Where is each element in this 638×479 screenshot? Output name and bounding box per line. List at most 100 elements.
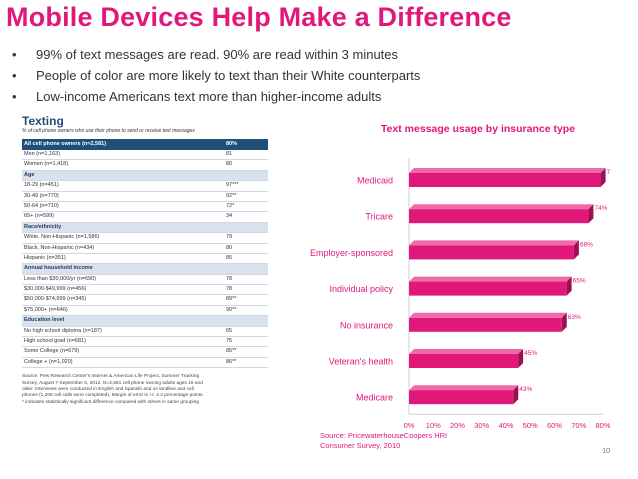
table-section-row: Age (22, 170, 268, 182)
x-tick-label: 30% (474, 421, 489, 430)
table-row: $50,000-$74,999 (n=345) 89** (22, 295, 268, 306)
table-row: Less than $30,000/yr (n=690) 78 (22, 275, 268, 286)
texting-table: Texting % of cell phone owners who use t… (22, 114, 268, 406)
data-label: 79% (607, 169, 610, 176)
bar (409, 173, 601, 187)
table-cell-value: 78 (226, 286, 233, 293)
bullet-icon: • (12, 89, 17, 104)
table-cell-value: 81 (226, 151, 233, 157)
table-cell-value: 80% (226, 141, 238, 147)
bar-top-face (409, 168, 606, 173)
bar-top-face (409, 349, 524, 354)
table-notes: Source: Pew Research Center's Internet &… (22, 374, 204, 405)
table-header-row: All cell phone owners (n=2,581) 80% (22, 139, 268, 150)
category-label: Tricare (365, 212, 393, 222)
table-subtitle: % of cell phone owners who use their pho… (22, 128, 195, 134)
x-tick-label: 0% (404, 421, 415, 430)
table-cell-label: $75,000+ (n=646) (24, 306, 68, 313)
bullet-text: 99% of text messages are read. 90% are r… (36, 47, 399, 62)
chart-title: Text message usage by insurance type (380, 123, 576, 135)
table-row: Men (n=1,163) 81 (22, 150, 268, 161)
table-cell-label: 65+ (n=599) (24, 213, 54, 220)
data-label: 68% (580, 241, 593, 248)
table-cell-label: Men (n=1,163) (24, 151, 60, 157)
bar (409, 317, 562, 332)
table-cell-value: 86** (226, 358, 237, 365)
bullet-text: Low-income Americans text more than high… (36, 89, 382, 104)
table-cell-label: Some College (n=679) (24, 348, 80, 355)
table-cell-value: 34 (226, 213, 233, 220)
bar-top-face (409, 240, 579, 246)
table-row: 30-49 (n=770) 92** (22, 192, 268, 202)
bar (409, 245, 574, 260)
table-row: $30,000-$49,999 (n=456) 78 (22, 285, 268, 296)
bar-side-face (518, 349, 524, 368)
category-label: Medicare (356, 393, 393, 403)
table-cell-label: All cell phone owners (n=2,581) (24, 141, 107, 147)
table-cell-value: 65 (226, 327, 233, 334)
table-cell-value: 85** (226, 348, 237, 355)
table-cell-label: No high school diploma (n=187) (24, 327, 102, 334)
bar-side-face (600, 168, 606, 187)
table-cell-value: 80 (226, 244, 233, 251)
table-cell-value: 80 (226, 161, 233, 168)
x-tick-label: 60% (547, 421, 562, 430)
table-cell-label: Annual household income (24, 265, 93, 272)
table-row: College + (n=1,020) 86** (22, 358, 268, 369)
table-cell-label: Less than $30,000/yr (n=690) (24, 275, 97, 282)
table-row: Hispanic (n=351) 85 (22, 254, 268, 265)
table-row: White, Non-Hispanic (n=1,586) 79 (22, 233, 268, 244)
bar (409, 209, 589, 224)
table-cell-value (226, 264, 266, 273)
table-row: 65+ (n=599) 34 (22, 212, 268, 223)
x-tick-label: 70% (571, 421, 586, 430)
table-cell-value: 75 (226, 338, 233, 345)
category-label: Medicaid (357, 176, 393, 186)
table-row: No high school diploma (n=187) 65 (22, 327, 268, 338)
category-label: No insurance (340, 320, 393, 330)
bullet-item: • People of color are more likely to text… (12, 65, 420, 86)
table-section-row: Race/ethnicity (22, 222, 268, 234)
slide-title: Mobile Devices Help Make a Difference (6, 2, 512, 32)
table-row: High school grad (n=681) 75 (22, 337, 268, 348)
x-tick-label: 20% (450, 421, 465, 430)
insurance-bar-chart: Medicaid 79% Tricare 74% Employer-sponsored 6… (310, 158, 610, 430)
bullet-item: • 99% of text messages are read. 90% are … (12, 44, 420, 65)
bullet-icon: • (12, 47, 17, 62)
table-title: Texting (22, 114, 64, 128)
category-label: Employer-sponsored (310, 248, 393, 258)
x-tick-label: 40% (498, 421, 513, 430)
table-row: 50-64 (n=710) 72* (22, 202, 268, 213)
table-cell-value: 97*** (226, 182, 239, 189)
table-cell-value: 90** (226, 306, 237, 313)
bar-side-face (561, 312, 567, 332)
table-cell-label: Hispanic (n=351) (24, 254, 66, 261)
table-row: Black, Non-Hispanic (n=434) 80 (22, 244, 268, 254)
x-tick-label: 10% (426, 421, 441, 430)
table-cell-label: $50,000-$74,999 (n=345) (24, 296, 87, 303)
bar (409, 390, 514, 405)
bar-top-face (409, 312, 567, 318)
source-line: Consumer Survey, 2010 (320, 441, 401, 450)
table-cell-value: 89** (226, 296, 237, 303)
table-cell-label: High school grad (n=681) (24, 338, 86, 345)
bullet-item: • Low-income Americans text more than hig… (12, 86, 420, 107)
table-cell-value (226, 171, 266, 180)
table-body: All cell phone owners (n=2,581) 80% Men (n… (22, 139, 268, 369)
table-row: 18-29 (n=451) 97*** (22, 181, 268, 192)
data-label: 74% (594, 205, 607, 212)
category-label: Veteran's health (329, 357, 393, 367)
table-cell-value: 85 (226, 254, 233, 261)
bullet-icon: • (12, 68, 17, 83)
table-cell-value: 78 (226, 275, 233, 282)
bar-side-face (566, 276, 572, 296)
table-cell-label: $30,000-$49,999 (n=456) (24, 286, 87, 293)
table-cell-label: Education level (24, 317, 65, 324)
category-label: Individual policy (329, 284, 393, 294)
table-cell-value (226, 316, 266, 325)
bullet-text: People of color are more likely to text … (36, 68, 421, 83)
bar-top-face (409, 204, 594, 210)
bar-top-face (409, 385, 519, 391)
table-cell-value (226, 223, 266, 232)
table-row: Women (n=1,418) 80 (22, 160, 268, 171)
